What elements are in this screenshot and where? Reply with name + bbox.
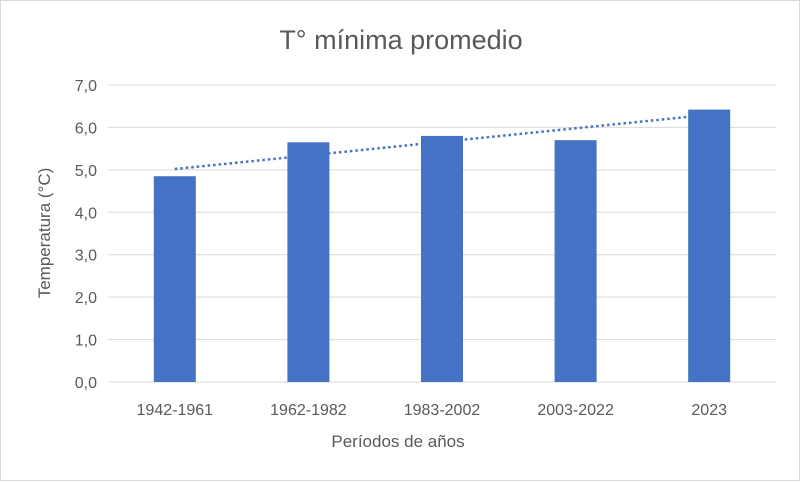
y-tick-label: 1,0 — [75, 333, 97, 350]
y-tick-label: 0,0 — [75, 375, 97, 392]
x-tick-label: 1983-2002 — [404, 402, 481, 419]
y-tick-label: 5,0 — [75, 163, 97, 180]
y-axis-ticks: 0,0 1,0 2,0 3,0 4,0 5,0 6,0 7,0 — [75, 78, 97, 392]
y-tick-label: 4,0 — [75, 205, 97, 222]
bar — [688, 109, 731, 382]
y-tick-label: 7,0 — [75, 78, 97, 95]
trendline-group — [174, 113, 710, 171]
trendline — [174, 113, 710, 171]
x-tick-label: 2003-2022 — [537, 402, 614, 419]
y-tick-label: 3,0 — [75, 248, 97, 265]
bar — [287, 142, 330, 382]
y-tick-label: 2,0 — [75, 290, 97, 307]
y-axis-title: Temperatura (°C) — [35, 168, 54, 299]
x-tick-label: 2023 — [691, 402, 727, 419]
chart-title: T° mínima promedio — [279, 25, 522, 55]
bar — [153, 176, 196, 382]
x-axis-ticks: 1942-1961 1962-1982 1983-2002 2003-2022 2023 — [137, 402, 728, 419]
bar — [554, 140, 597, 382]
x-tick-label: 1942-1961 — [137, 402, 214, 419]
bars — [153, 109, 731, 382]
bar — [421, 135, 463, 382]
x-axis-title: Períodos de años — [331, 432, 464, 451]
x-tick-label: 1962-1982 — [270, 402, 347, 419]
y-tick-label: 6,0 — [75, 120, 97, 137]
